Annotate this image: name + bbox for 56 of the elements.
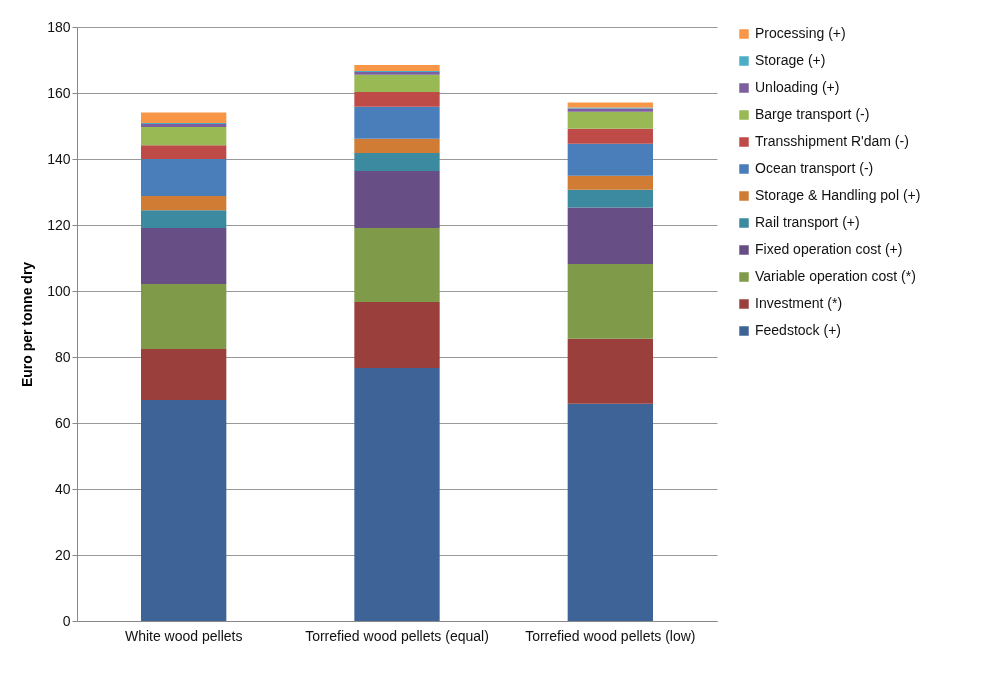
y-tick-label: 60 — [54, 414, 71, 431]
bar — [141, 145, 227, 159]
y-tick-label: 40 — [54, 480, 71, 497]
legend-label: Ocean transport (-) — [755, 160, 874, 176]
legend-label: Unloading (+) — [755, 79, 840, 95]
legend-label: Storage (+) — [755, 52, 826, 68]
bar — [567, 111, 653, 129]
y-tick-label: 100 — [47, 282, 71, 299]
bar — [141, 227, 227, 285]
y-tick-label: 180 — [47, 18, 71, 35]
legend-label: Barge transport (-) — [755, 106, 870, 122]
y-tick-label: 140 — [47, 150, 71, 167]
y-axis-title: Euro per tonne dry — [19, 261, 36, 388]
bar — [354, 138, 440, 154]
bar — [567, 189, 653, 208]
y-tick-label: 120 — [47, 216, 71, 233]
bar — [141, 349, 227, 400]
bar — [141, 195, 227, 211]
y-tick-label: 160 — [47, 84, 71, 101]
legend-label: Investment (*) — [755, 295, 843, 311]
bar — [141, 284, 227, 350]
bar — [354, 301, 440, 368]
legend-label: Processing (+) — [755, 25, 846, 41]
y-tick-label: 20 — [54, 546, 71, 563]
bar — [567, 263, 653, 339]
bar — [141, 399, 227, 621]
bar — [354, 106, 440, 139]
bar — [354, 153, 440, 171]
legend-label: Storage & Handling pol (+) — [755, 187, 921, 203]
bar — [567, 403, 653, 621]
bar — [141, 159, 227, 196]
legend-label: Rail transport (+) — [755, 214, 860, 230]
bar — [567, 143, 653, 176]
bar — [567, 207, 653, 264]
x-tick-label: Torrefied wood pellets (low) — [525, 627, 696, 644]
legend-label: Feedstock (+) — [755, 322, 841, 338]
bar — [567, 338, 653, 404]
bar — [141, 126, 227, 146]
x-tick-label: White wood pellets — [124, 627, 243, 644]
bar — [567, 102, 653, 108]
bar — [354, 170, 440, 228]
bar — [567, 128, 653, 144]
bar — [354, 64, 440, 71]
bar — [141, 210, 227, 228]
y-tick-label: 0 — [62, 612, 71, 629]
bar — [567, 175, 653, 190]
bar — [141, 112, 227, 124]
legend-label: Fixed operation cost (+) — [755, 241, 903, 257]
y-tick-label: 80 — [54, 348, 71, 365]
bar — [354, 92, 440, 107]
x-tick-label: Torrefied wood pellets (equal) — [305, 627, 489, 644]
bar — [354, 227, 440, 302]
legend-label: Transshipment R'dam (-) — [755, 133, 909, 149]
legend-label: Variable operation cost (*) — [755, 268, 916, 284]
bar — [354, 367, 440, 621]
bar — [354, 74, 440, 93]
